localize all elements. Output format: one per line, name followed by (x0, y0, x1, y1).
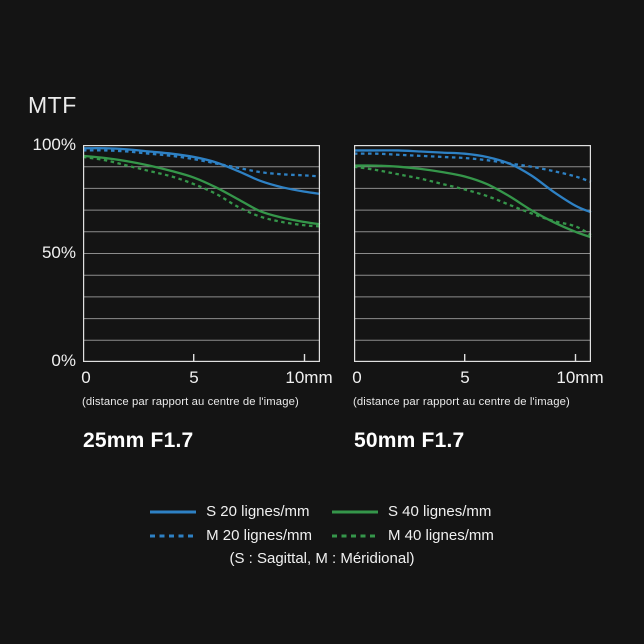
legend-item-m20: M 20 lignes/mm (150, 527, 312, 544)
legend-note: (S : Sagittal, M : Méridional) (229, 550, 415, 567)
legend-item-s40: S 40 lignes/mm (332, 503, 494, 520)
x-tick-0-left-chart: 0 (81, 368, 91, 387)
legend-grid: S 20 lignes/mm S 40 lignes/mm M 20 ligne… (150, 503, 494, 544)
x-tick-5-left-chart: 5 (189, 368, 199, 387)
x-axis-caption-left: (distance par rapport au centre de l'ima… (82, 396, 299, 408)
x-tick-10mm-right-chart: 10mm (556, 368, 604, 387)
legend-item-s20: S 20 lignes/mm (150, 503, 312, 520)
y-tick-0: 0% (51, 351, 76, 370)
mtf-plot-25mm (82, 145, 321, 363)
y-tick-50: 50% (41, 243, 76, 262)
legend-label-m20: M 20 lignes/mm (206, 527, 312, 544)
x-tick-0-right-chart: 0 (352, 368, 362, 387)
chart-block-50mm: 0 5 10mm (distance par rapport au centre… (352, 145, 604, 475)
legend-label-m40: M 40 lignes/mm (388, 527, 494, 544)
legend: S 20 lignes/mm S 40 lignes/mm M 20 ligne… (0, 503, 644, 567)
lens-title-25mm: 25mm F1.7 (83, 429, 194, 452)
solid-blue-line-icon (150, 510, 197, 513)
x-axis-caption-right: (distance par rapport au centre de l'ima… (353, 396, 570, 408)
legend-label-s20: S 20 lignes/mm (206, 503, 310, 520)
x-tick-5-right-chart: 5 (460, 368, 470, 387)
y-tick-100: 100% (32, 135, 76, 154)
page-title: MTF (28, 92, 77, 118)
x-tick-10mm-left-chart: 10mm (285, 368, 333, 387)
solid-green-line-icon (332, 510, 378, 513)
mtf-plot-50mm (353, 145, 592, 363)
legend-item-m40: M 40 lignes/mm (332, 527, 494, 544)
dashed-green-line-icon (332, 534, 378, 537)
lens-title-50mm: 50mm F1.7 (354, 429, 465, 452)
chart-block-25mm: 0 5 10mm (distance par rapport au centre… (81, 145, 333, 475)
dashed-blue-line-icon (150, 534, 197, 537)
legend-label-s40: S 40 lignes/mm (388, 503, 492, 520)
